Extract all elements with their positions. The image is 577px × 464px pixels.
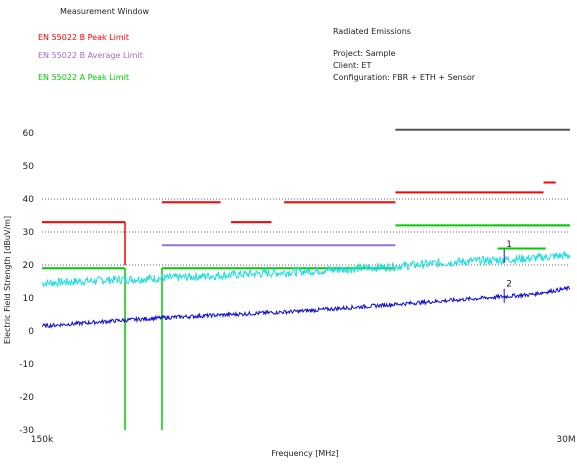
gridlines xyxy=(42,198,570,266)
legend-item-red: EN 55022 B Peak Limit xyxy=(38,33,129,42)
series-layer xyxy=(41,128,571,430)
y-tick-label: 50 xyxy=(23,162,35,172)
trace-line xyxy=(41,285,571,329)
marker-label: 2 xyxy=(506,280,512,290)
y-tick-label: -30 xyxy=(19,426,34,436)
y-axis-label: Electric Field Strength [dBuV/m] xyxy=(3,216,12,344)
y-tick-label: 60 xyxy=(23,129,35,139)
y-tick-label: 40 xyxy=(23,195,35,205)
y-tick-labels: 60 50 40 30 20 10 0 -10 -20 -30 xyxy=(19,129,34,436)
marker-1: 1 xyxy=(503,240,512,264)
y-tick-label: 10 xyxy=(23,294,35,304)
series-3 xyxy=(42,224,570,430)
marker-layer: 12 xyxy=(503,240,512,303)
info-line-4: Configuration: FBR + ETH + Sensor xyxy=(333,73,476,82)
x-tick-label: 150k xyxy=(31,435,54,445)
legend-item-green: EN 55022 A Peak Limit xyxy=(38,73,129,82)
chart-title: Measurement Window xyxy=(60,7,149,16)
info-line-1: Radiated Emissions xyxy=(333,27,411,36)
trace-line xyxy=(41,250,571,288)
x-tick-label: 30M xyxy=(556,435,575,445)
info-line-3: Client: ET xyxy=(333,61,371,70)
y-tick-label: 20 xyxy=(23,261,35,271)
marker-2: 2 xyxy=(503,280,512,303)
marker-label: 1 xyxy=(506,240,512,250)
x-tick-labels: 150k 30M xyxy=(31,435,576,445)
series-6 xyxy=(41,285,571,329)
y-tick-label: 0 xyxy=(28,327,34,337)
y-tick-label: 30 xyxy=(23,228,35,238)
y-tick-label: -20 xyxy=(19,393,34,403)
info-line-2: Project: Sample xyxy=(333,49,396,58)
legend-item-purple: EN 55022 B Average Limit xyxy=(38,51,143,60)
series-5 xyxy=(41,250,571,288)
y-tick-label: -10 xyxy=(19,360,34,370)
series-1 xyxy=(42,181,556,265)
x-axis-label: Frequency [MHz] xyxy=(271,449,338,458)
